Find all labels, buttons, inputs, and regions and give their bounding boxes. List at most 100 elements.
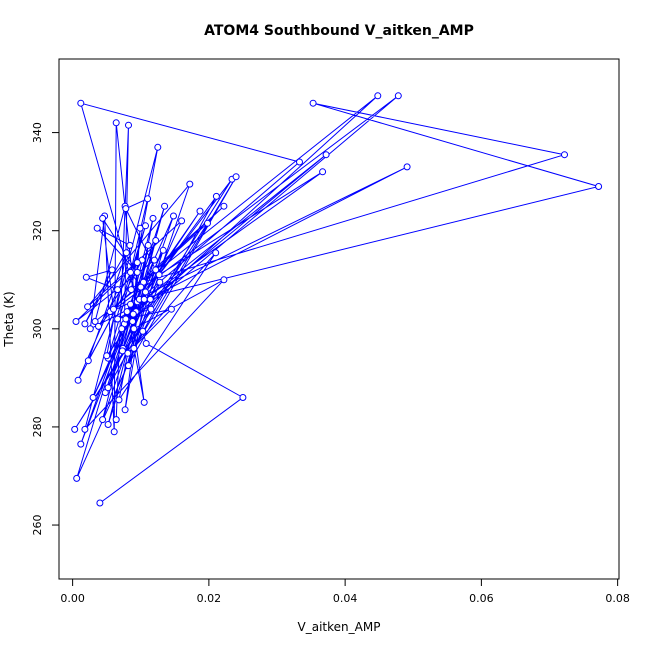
series-layer xyxy=(71,92,603,507)
data-point xyxy=(220,276,228,284)
chart-title: ATOM4 Southbound V_aitken_AMP xyxy=(204,23,474,39)
data-point xyxy=(93,224,101,232)
data-point xyxy=(167,305,175,313)
data-point xyxy=(126,241,134,249)
data-point xyxy=(155,271,163,279)
data-point xyxy=(121,406,129,414)
data-point xyxy=(561,151,568,159)
data-point xyxy=(122,315,130,323)
data-point xyxy=(232,173,240,181)
data-point xyxy=(322,151,330,159)
y-tick-label: 280 xyxy=(31,416,44,437)
data-point xyxy=(403,163,411,171)
x-tick-label: 0.06 xyxy=(469,592,494,605)
data-point xyxy=(99,416,107,424)
data-point xyxy=(114,315,122,323)
data-point xyxy=(147,305,155,313)
data-point xyxy=(112,416,120,424)
data-point xyxy=(144,195,152,203)
data-point xyxy=(104,421,112,428)
data-point xyxy=(91,318,99,325)
data-point xyxy=(296,158,303,166)
data-point xyxy=(71,425,79,433)
data-point xyxy=(139,327,147,335)
data-point xyxy=(123,308,131,316)
data-point xyxy=(110,305,117,313)
data-point xyxy=(81,425,89,433)
y-tick-label: 340 xyxy=(31,122,44,143)
data-point xyxy=(86,325,94,333)
data-point xyxy=(212,192,220,200)
data-point xyxy=(140,295,148,303)
data-point xyxy=(146,295,154,303)
data-point xyxy=(127,300,134,308)
data-point xyxy=(89,394,97,401)
data-point xyxy=(186,180,194,188)
data-point xyxy=(81,320,89,328)
data-point xyxy=(144,241,152,249)
data-point xyxy=(77,99,85,107)
data-point xyxy=(108,266,116,274)
data-point xyxy=(239,394,247,401)
data-point xyxy=(133,268,141,276)
data-point xyxy=(150,256,158,264)
data-point xyxy=(130,325,138,333)
data-point xyxy=(115,396,123,404)
y-tick-label: 300 xyxy=(31,318,44,339)
x-tick-label: 0.02 xyxy=(197,592,222,605)
data-point xyxy=(394,92,402,100)
x-tick-label: 0.04 xyxy=(333,592,358,605)
data-point xyxy=(152,237,160,244)
data-point xyxy=(95,322,102,330)
data-point xyxy=(159,246,167,254)
data-point xyxy=(129,318,137,325)
data-point xyxy=(374,92,382,100)
data-point xyxy=(96,499,104,507)
y-tick-label: 260 xyxy=(31,515,44,536)
data-point xyxy=(156,278,164,286)
y-axis: 260 280 300 320 340 xyxy=(31,122,60,536)
data-point xyxy=(84,303,92,311)
data-point xyxy=(129,310,137,318)
data-point xyxy=(118,325,126,333)
data-point xyxy=(161,202,169,210)
x-tick-label: 0.08 xyxy=(605,592,630,605)
data-point xyxy=(82,273,90,281)
data-point xyxy=(140,398,148,406)
data-point xyxy=(142,340,150,347)
data-point xyxy=(220,202,228,210)
data-point xyxy=(142,288,149,296)
data-point xyxy=(104,384,112,392)
data-point xyxy=(127,286,135,294)
data-point xyxy=(149,214,157,222)
data-point xyxy=(142,222,149,230)
x-axis-label: V_aitken_AMP xyxy=(298,620,381,634)
data-point xyxy=(122,205,130,213)
data-point xyxy=(595,183,603,190)
data-point xyxy=(103,352,111,360)
data-point xyxy=(178,217,186,225)
data-point xyxy=(125,362,132,370)
x-axis: 0.00 0.02 0.04 0.06 0.08 xyxy=(60,578,630,605)
data-point xyxy=(84,357,92,365)
data-point xyxy=(319,168,327,176)
data-point xyxy=(73,474,81,482)
data-point xyxy=(309,99,317,107)
data-point xyxy=(122,249,130,257)
data-point xyxy=(133,259,141,267)
data-point xyxy=(196,207,204,215)
y-axis-label: Theta (K) xyxy=(2,291,16,347)
data-point xyxy=(204,219,211,227)
data-point xyxy=(137,283,145,291)
data-point xyxy=(99,214,107,222)
y-tick-label: 320 xyxy=(31,220,44,241)
data-point xyxy=(125,121,132,129)
data-point xyxy=(114,286,122,294)
data-point xyxy=(118,347,126,355)
data-point xyxy=(154,143,162,151)
data-point xyxy=(72,318,80,325)
data-point xyxy=(130,344,138,352)
x-tick-label: 0.00 xyxy=(60,592,85,605)
data-point xyxy=(110,428,118,436)
